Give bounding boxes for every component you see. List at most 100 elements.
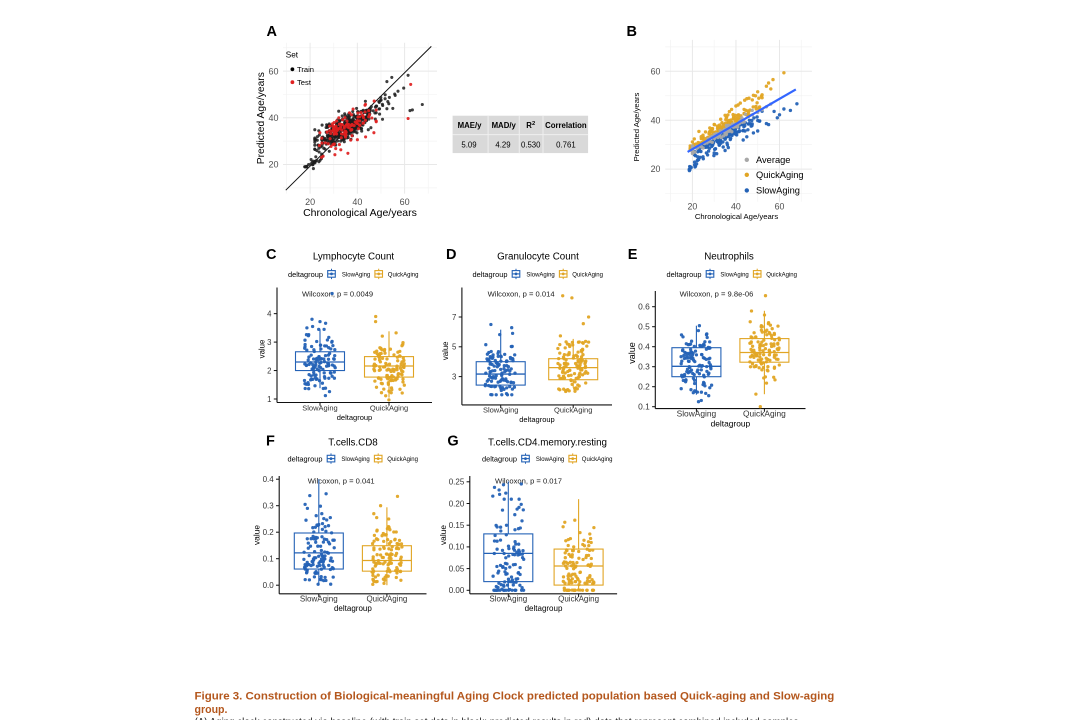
svg-text:QuickAging: QuickAging (370, 404, 408, 413)
svg-text:0.761: 0.761 (556, 140, 576, 149)
svg-text:QuickAging: QuickAging (756, 170, 804, 180)
svg-text:0.1: 0.1 (263, 555, 275, 564)
svg-text:4: 4 (267, 309, 272, 318)
svg-text:QuickAging: QuickAging (366, 595, 407, 604)
svg-text:Test: Test (297, 78, 312, 87)
svg-text:deltagroup: deltagroup (473, 270, 508, 279)
svg-text:deltagroup: deltagroup (337, 413, 372, 422)
svg-text:40: 40 (731, 202, 741, 212)
svg-text:Wilcoxon, p = 0.041: Wilcoxon, p = 0.041 (308, 477, 375, 486)
svg-text:Predicted Age/years: Predicted Age/years (256, 72, 267, 164)
svg-text:SlowAging: SlowAging (341, 457, 369, 463)
svg-text:QuickAging: QuickAging (554, 406, 592, 415)
svg-text:value: value (252, 525, 262, 545)
svg-text:0.2: 0.2 (263, 528, 275, 537)
svg-text:SlowAging: SlowAging (342, 272, 370, 278)
svg-text:Chronological Age/years: Chronological Age/years (303, 207, 417, 219)
svg-text:G: G (447, 434, 458, 450)
svg-text:60: 60 (775, 202, 785, 212)
svg-text:QuickAging: QuickAging (582, 457, 613, 463)
svg-text:T.cells.CD4.memory.resting: T.cells.CD4.memory.resting (488, 438, 607, 449)
svg-text:T.cells.CD8: T.cells.CD8 (328, 438, 378, 449)
svg-text:D: D (446, 247, 456, 263)
svg-text:0.6: 0.6 (638, 302, 650, 312)
svg-text:SlowAging: SlowAging (302, 404, 337, 413)
svg-text:QuickAging: QuickAging (387, 457, 418, 463)
svg-text:0.20: 0.20 (449, 499, 465, 508)
svg-text:QuickAging: QuickAging (743, 409, 786, 419)
svg-text:F: F (266, 434, 275, 450)
svg-text:3: 3 (267, 338, 271, 347)
svg-text:Predicted Age/years: Predicted Age/years (632, 92, 641, 161)
svg-text:group.: group. (195, 704, 228, 716)
svg-text:60: 60 (268, 66, 278, 76)
svg-text:deltagroup: deltagroup (525, 604, 563, 613)
svg-text:deltagroup: deltagroup (519, 415, 554, 424)
svg-text:0.4: 0.4 (638, 342, 650, 352)
svg-text:4.29: 4.29 (495, 140, 510, 149)
svg-text:60: 60 (651, 66, 661, 76)
svg-text:20: 20 (268, 160, 278, 170)
svg-text:deltagroup: deltagroup (711, 419, 751, 429)
svg-text:SlowAging: SlowAging (483, 406, 518, 415)
svg-text:SlowAging: SlowAging (756, 186, 800, 196)
svg-text:60: 60 (400, 197, 410, 207)
svg-text:Average: Average (756, 155, 790, 165)
svg-text:Chronological Age/years: Chronological Age/years (695, 212, 778, 221)
svg-text:QuickAging: QuickAging (558, 595, 599, 604)
svg-text:E: E (628, 247, 638, 263)
svg-text:SlowAging: SlowAging (526, 272, 554, 278)
svg-text:0.5: 0.5 (638, 322, 650, 332)
svg-text:SlowAging: SlowAging (300, 595, 338, 604)
svg-text:QuickAging: QuickAging (572, 272, 603, 278)
svg-text:0.3: 0.3 (638, 362, 650, 372)
svg-text:C: C (266, 247, 277, 263)
svg-text:0.00: 0.00 (449, 586, 465, 595)
svg-text:deltagroup: deltagroup (334, 604, 372, 613)
svg-text:Wilcoxon, p = 0.0049: Wilcoxon, p = 0.0049 (302, 290, 373, 299)
svg-text:0.1: 0.1 (638, 402, 650, 412)
svg-text:deltagroup: deltagroup (288, 455, 323, 464)
svg-text:40: 40 (352, 197, 362, 207)
svg-text:20: 20 (651, 164, 661, 174)
svg-text:(A) Aging clock constructed vi: (A) Aging clock constructed via baseline… (195, 717, 799, 720)
svg-text:20: 20 (305, 197, 315, 207)
svg-text:Wilcoxon, p = 0.017: Wilcoxon, p = 0.017 (495, 477, 562, 486)
svg-text:R2: R2 (526, 121, 535, 130)
svg-text:3: 3 (452, 372, 456, 381)
svg-text:deltagroup: deltagroup (482, 455, 517, 464)
svg-text:Wilcoxon, p = 9.8e-06: Wilcoxon, p = 9.8e-06 (680, 290, 754, 299)
svg-text:SlowAging: SlowAging (536, 457, 564, 463)
svg-text:deltagroup: deltagroup (667, 270, 702, 279)
svg-text:SlowAging: SlowAging (677, 409, 717, 419)
svg-text:value: value (627, 342, 637, 364)
svg-text:MAD/y: MAD/y (492, 121, 517, 130)
svg-text:Wilcoxon, p = 0.014: Wilcoxon, p = 0.014 (488, 290, 555, 299)
svg-text:5.09: 5.09 (461, 140, 476, 149)
svg-text:deltagroup: deltagroup (288, 270, 323, 279)
svg-text:Granulocyte Count: Granulocyte Count (497, 252, 579, 263)
svg-text:A: A (267, 24, 278, 40)
svg-text:QuickAging: QuickAging (388, 272, 419, 278)
svg-text:Figure 3. Construction of Biol: Figure 3. Construction of Biological-mea… (195, 691, 835, 703)
svg-text:SlowAging: SlowAging (720, 272, 748, 278)
svg-text:20: 20 (688, 202, 698, 212)
svg-text:MAE/y: MAE/y (458, 121, 482, 130)
svg-text:value: value (438, 525, 448, 545)
svg-text:value: value (257, 340, 266, 359)
svg-text:SlowAging: SlowAging (489, 595, 527, 604)
svg-text:2: 2 (267, 366, 271, 375)
svg-text:5: 5 (452, 343, 457, 352)
svg-text:value: value (441, 341, 450, 360)
svg-text:0.0: 0.0 (263, 581, 275, 590)
svg-text:0.05: 0.05 (449, 564, 465, 573)
svg-text:0.3: 0.3 (263, 502, 275, 511)
svg-text:40: 40 (268, 113, 278, 123)
svg-text:0.2: 0.2 (638, 382, 650, 392)
svg-text:7: 7 (452, 313, 456, 322)
svg-text:B: B (627, 24, 637, 40)
svg-text:0.530: 0.530 (521, 140, 541, 149)
svg-text:0.25: 0.25 (449, 478, 465, 487)
svg-text:Correlation: Correlation (545, 121, 587, 130)
svg-text:Neutrophils: Neutrophils (704, 252, 754, 263)
